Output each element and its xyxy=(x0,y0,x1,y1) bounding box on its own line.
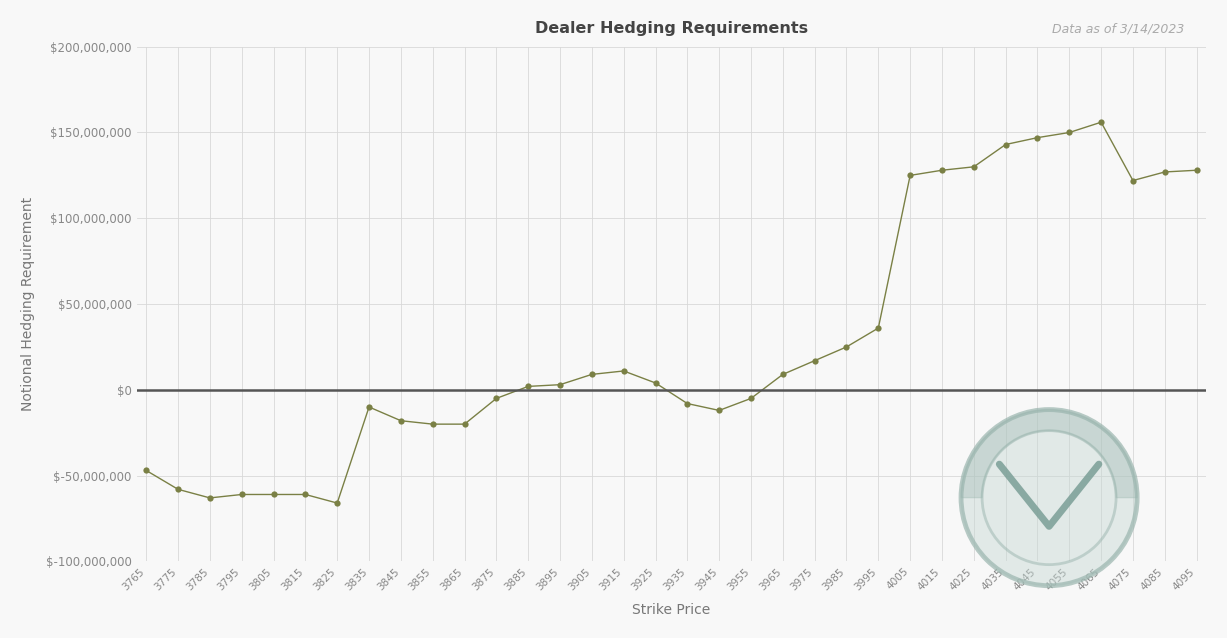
Text: Data as of 3/14/2023: Data as of 3/14/2023 xyxy=(1052,22,1184,35)
Circle shape xyxy=(961,410,1137,586)
X-axis label: Strike Price: Strike Price xyxy=(632,603,710,617)
Y-axis label: Notional Hedging Requirement: Notional Hedging Requirement xyxy=(21,197,34,411)
Title: Dealer Hedging Requirements: Dealer Hedging Requirements xyxy=(535,21,809,36)
Polygon shape xyxy=(961,410,1137,498)
